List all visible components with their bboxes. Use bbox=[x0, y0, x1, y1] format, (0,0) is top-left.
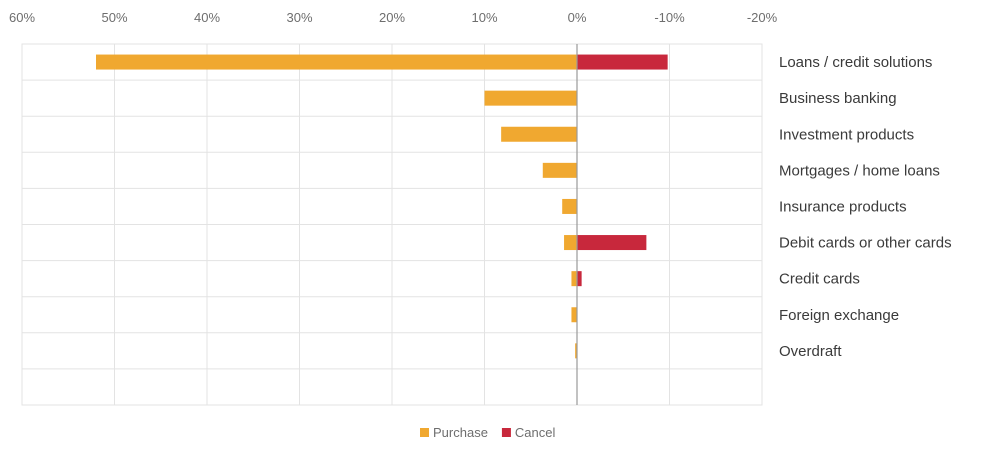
bar-purchase bbox=[542, 162, 577, 178]
bar-purchase bbox=[562, 198, 577, 214]
legend-label-purchase: Purchase bbox=[433, 425, 488, 440]
x-tick-label: 30% bbox=[286, 10, 312, 25]
x-tick-label: 40% bbox=[194, 10, 220, 25]
category-label: Overdraft bbox=[779, 343, 842, 360]
legend-label-cancel: Cancel bbox=[515, 425, 556, 440]
bar-purchase bbox=[571, 307, 577, 323]
category-label: Credit cards bbox=[779, 271, 860, 288]
bar-purchase bbox=[571, 271, 577, 287]
bar-purchase bbox=[96, 54, 577, 70]
category-label: Debit cards or other cards bbox=[779, 235, 952, 252]
bar-purchase bbox=[564, 235, 577, 251]
x-tick-label: -20% bbox=[747, 10, 778, 25]
legend-swatch-cancel bbox=[501, 428, 511, 437]
category-label: Foreign exchange bbox=[779, 307, 899, 324]
x-tick-label: 0% bbox=[568, 10, 587, 25]
x-tick-label: 50% bbox=[101, 10, 127, 25]
bar-purchase bbox=[484, 90, 577, 106]
x-tick-label: 20% bbox=[379, 10, 405, 25]
category-label: Business banking bbox=[779, 90, 897, 107]
legend-swatch-purchase bbox=[420, 428, 429, 437]
category-label: Mortgages / home loans bbox=[779, 162, 940, 179]
x-tick-label: 60% bbox=[9, 10, 35, 25]
bar-purchase bbox=[575, 343, 577, 359]
category-label: Insurance products bbox=[779, 198, 907, 215]
bar-cancel bbox=[577, 235, 647, 251]
x-tick-label: -10% bbox=[654, 10, 685, 25]
category-label: Investment products bbox=[779, 126, 914, 143]
bar-cancel bbox=[577, 54, 668, 70]
x-tick-label: 10% bbox=[471, 10, 497, 25]
category-label: Loans / credit solutions bbox=[779, 54, 932, 71]
bar-cancel bbox=[577, 271, 582, 287]
bar-purchase bbox=[501, 126, 577, 142]
